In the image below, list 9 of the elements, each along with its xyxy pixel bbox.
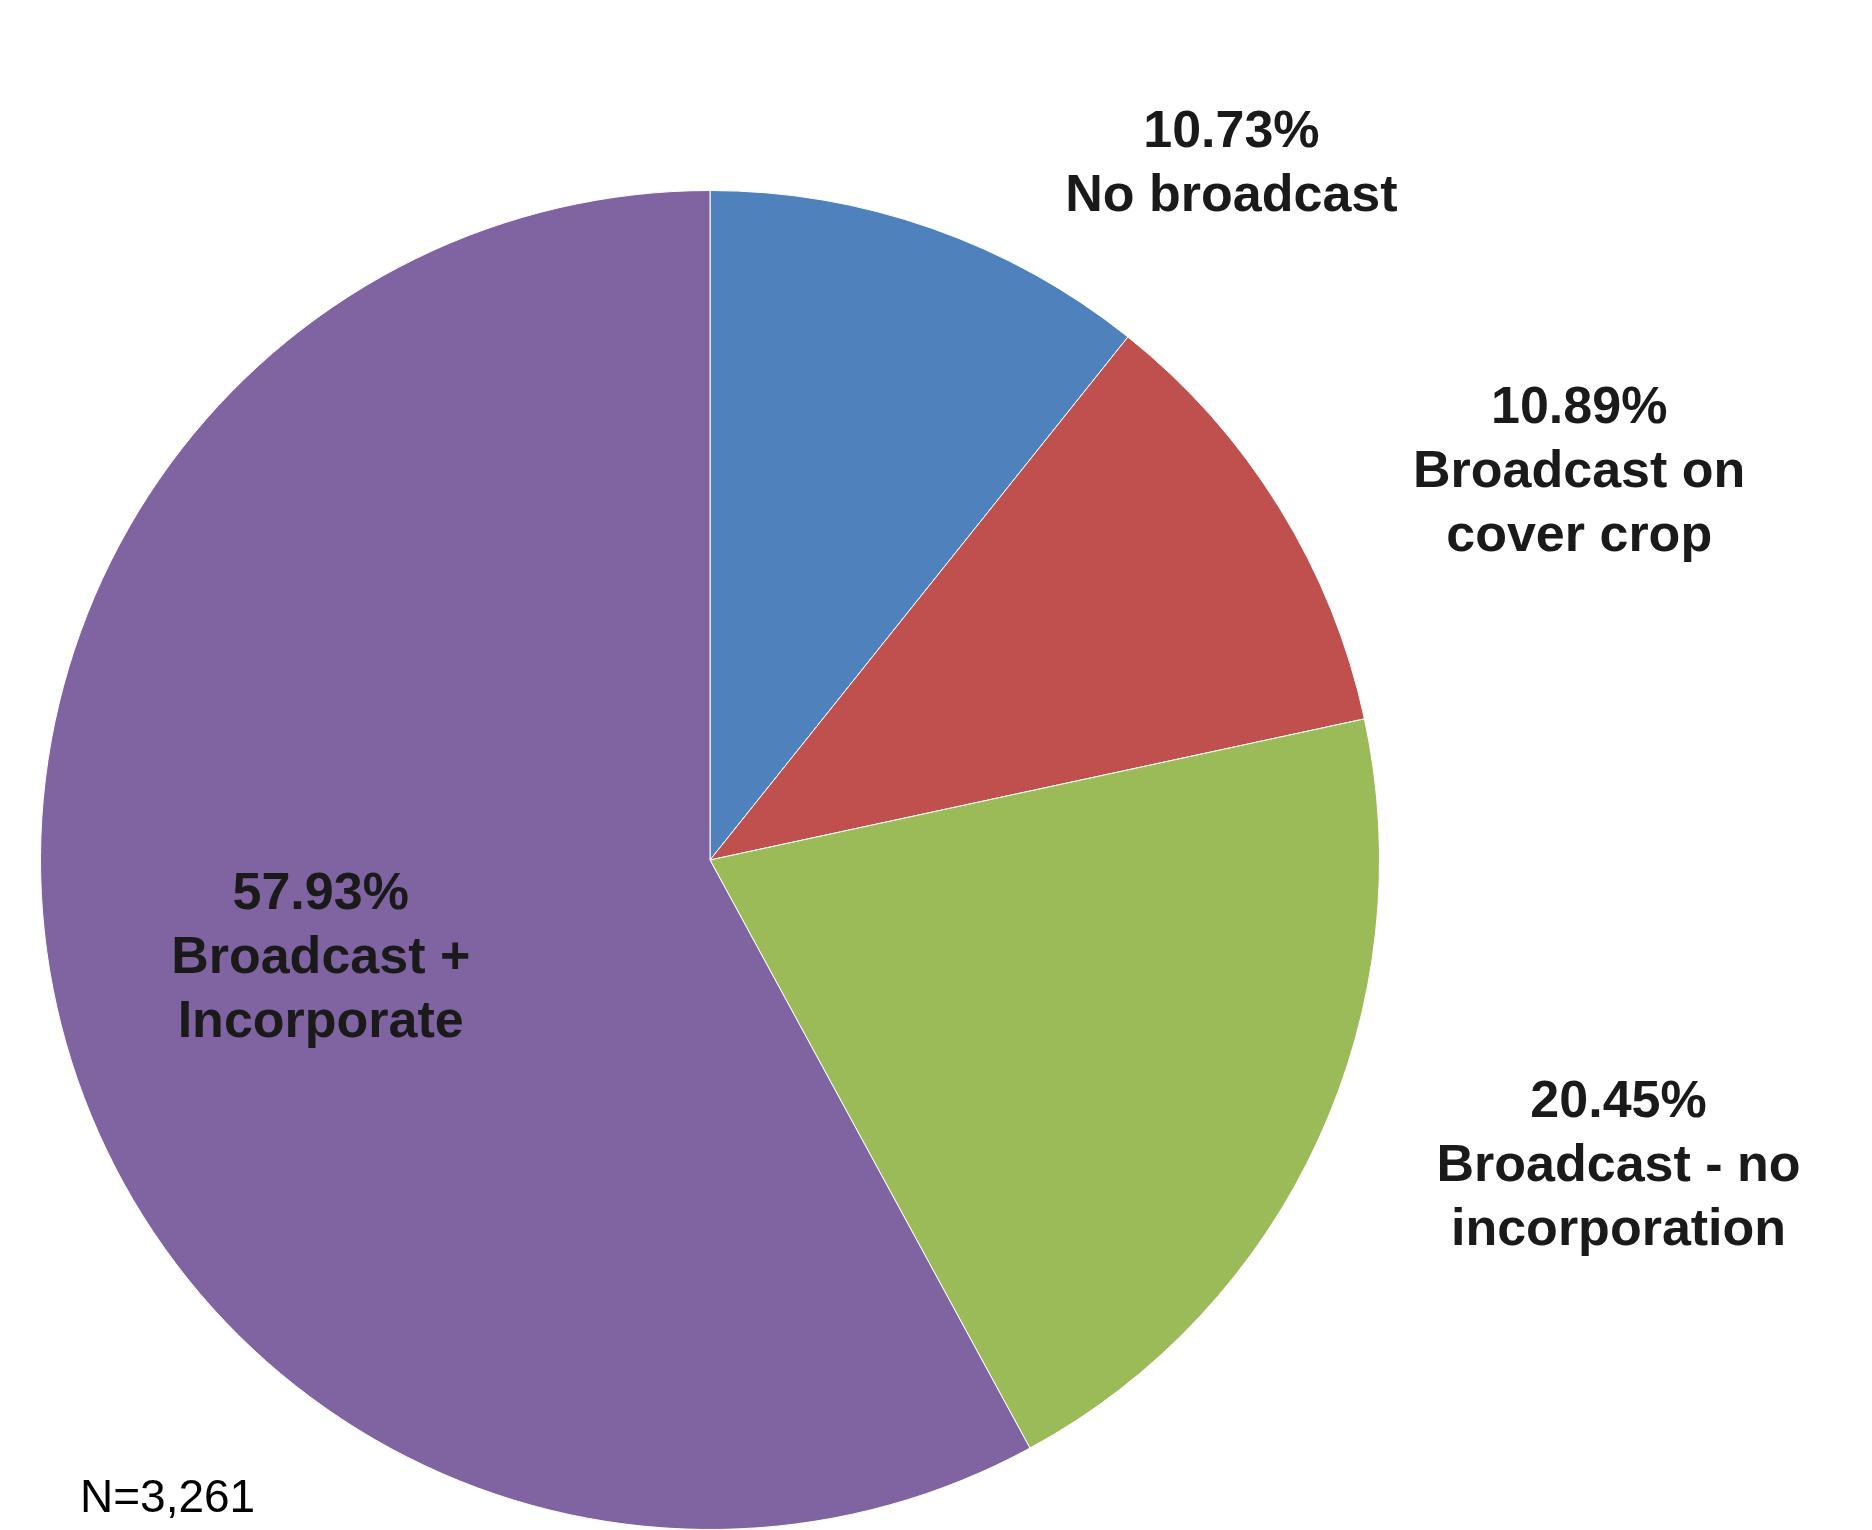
slice-label: Broadcast - no incorporation [1436, 1134, 1801, 1257]
data-label: 10.89% [1491, 375, 1668, 434]
slice-label: No broadcast [1065, 164, 1398, 223]
data-label: 20.45% [1530, 1070, 1707, 1129]
text: N=3,261 [80, 1469, 256, 1522]
slice-label: Broadcast + Incorporate [171, 926, 471, 1049]
data-label: 57.93% [232, 862, 409, 921]
slice-label: Broadcast on cover crop [1413, 439, 1746, 562]
data-label: 10.73% [1143, 100, 1320, 159]
